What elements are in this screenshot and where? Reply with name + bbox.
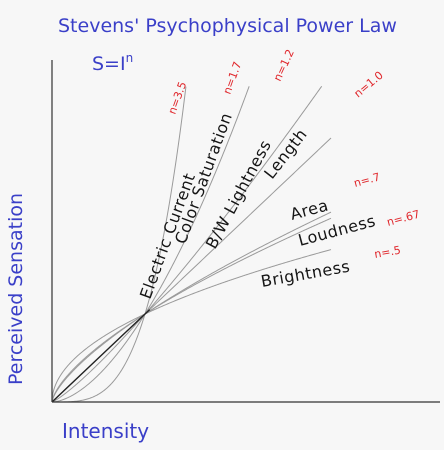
curves-group bbox=[51, 85, 332, 403]
series-line-b-w-lightness bbox=[51, 85, 323, 403]
y-axis-label: Perceived Sensation bbox=[5, 193, 27, 385]
exponent-label-electric-current: n=3.5 bbox=[166, 80, 190, 116]
chart-subtitle: S=In bbox=[92, 51, 133, 75]
reference-diagonal bbox=[51, 309, 151, 403]
exponent-label-length: n=1.0 bbox=[352, 69, 386, 101]
series-label-brightness: Brightness bbox=[259, 257, 351, 291]
exponent-label-b-w-lightness: n=1.2 bbox=[271, 47, 297, 83]
chart-title: Stevens' Psychophysical Power Law bbox=[58, 15, 397, 37]
series-line-area bbox=[51, 211, 332, 403]
exponent-label-color-saturation: n=1.7 bbox=[221, 60, 245, 96]
series-line-color-saturation bbox=[51, 86, 250, 403]
series-line-brightness bbox=[51, 249, 332, 403]
exponent-label-loudness: n=.67 bbox=[385, 208, 421, 229]
exponent-label-area: n=.7 bbox=[352, 170, 381, 189]
x-axis-label: Intensity bbox=[62, 419, 149, 443]
exponent-label-brightness: n=.5 bbox=[373, 244, 402, 261]
series-label-area: Area bbox=[288, 195, 330, 223]
series-line-loudness bbox=[51, 217, 332, 403]
